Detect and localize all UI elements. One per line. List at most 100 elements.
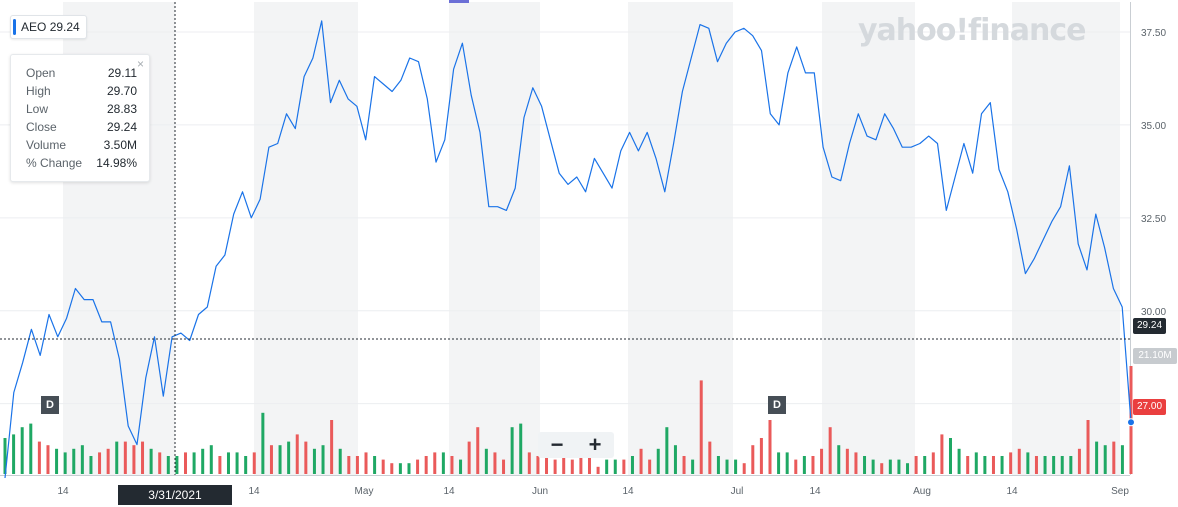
volume-bar (55, 448, 59, 474)
volume-bar (115, 441, 119, 474)
zoom-control: − + (538, 432, 614, 458)
volume-bar (493, 452, 497, 474)
volume-bar (459, 459, 463, 474)
volume-bar (1069, 456, 1073, 474)
volume-bar (948, 438, 952, 474)
volume-bar (1017, 448, 1021, 474)
volume-bar (828, 427, 832, 474)
x-tick-label: May (355, 486, 374, 497)
ohlc-label: High (26, 84, 51, 98)
x-tick-label: 14 (248, 486, 260, 497)
crosshair-date-label: 3/31/2021 (118, 485, 232, 505)
volume-bar (622, 459, 626, 474)
volume-bar (192, 452, 196, 474)
last-price-dot (1127, 418, 1135, 427)
volume-bar (931, 452, 935, 474)
volume-bar (141, 441, 145, 474)
dividend-marker[interactable]: D (768, 396, 786, 414)
volume-bar (201, 448, 205, 474)
volume-bar (1052, 456, 1056, 474)
volume-bar (880, 463, 884, 474)
volume-bar (381, 459, 385, 474)
volume-bar (777, 452, 781, 474)
volume-bar (768, 420, 772, 474)
volume-bar (1034, 456, 1038, 474)
volume-bar (759, 438, 763, 474)
volume-bar (802, 456, 806, 474)
volume-bar (1026, 452, 1030, 474)
volume-bar (235, 452, 239, 474)
crosshair-price-tag: 29.24 (1133, 318, 1166, 334)
volume-bar (845, 448, 849, 474)
volume-bar (1120, 445, 1124, 474)
volume-bar (123, 441, 127, 474)
volume-bar (656, 448, 660, 474)
volume-bar (579, 452, 583, 474)
range-indicator (449, 0, 469, 3)
volume-bar (983, 456, 987, 474)
volume-bar (373, 456, 377, 474)
y-tick-label: 37.50 (1141, 28, 1166, 39)
close-icon[interactable]: × (136, 57, 144, 71)
month-band (822, 2, 915, 475)
x-tick-label: Aug (913, 486, 931, 497)
volume-bar (708, 441, 712, 474)
x-tick-label: 14 (443, 486, 455, 497)
volume-bar (725, 459, 729, 474)
volume-bar (295, 434, 299, 474)
dividend-marker[interactable]: D (41, 396, 59, 414)
ohlc-row-open: Open 29.11 (26, 66, 137, 84)
ohlc-value: 3.50M (103, 138, 137, 152)
volume-bar (570, 459, 574, 474)
volume-bar (278, 445, 282, 474)
volume-bar (244, 456, 248, 474)
volume-bar (149, 448, 153, 474)
volume-bar (596, 466, 600, 474)
volume-bar (364, 452, 368, 474)
volume-bar (1009, 452, 1013, 474)
ohlc-label: Open (26, 66, 56, 80)
volume-bar (871, 459, 875, 474)
volume-bar (20, 427, 24, 474)
volume-bar (355, 456, 359, 474)
month-band (628, 2, 733, 475)
zoom-out-button[interactable]: − (550, 432, 564, 457)
volume-bar (673, 445, 677, 474)
volume-bar (639, 448, 643, 474)
ohlc-value: 29.24 (106, 120, 137, 134)
x-tick-label: 14 (809, 486, 821, 497)
volume-bar (699, 380, 703, 474)
volume-bar (3, 438, 7, 474)
volume-bar (106, 448, 110, 474)
volume-bar (398, 463, 402, 474)
volume-bar (98, 452, 102, 474)
volume-bar (906, 463, 910, 474)
volume-bar (794, 459, 798, 474)
ticker-chip[interactable]: AEO 29.24 (10, 15, 87, 39)
y-tick-label: 30.00 (1141, 307, 1166, 318)
ticker-price: 29.24 (49, 20, 80, 34)
volume-bar (527, 452, 531, 474)
volume-bar (424, 456, 428, 474)
volume-bar (441, 452, 445, 474)
ohlc-value: 14.98% (96, 156, 137, 170)
volume-bar (897, 459, 901, 474)
volume-bar (1077, 448, 1081, 474)
volume-bar (252, 452, 256, 474)
volume-bar (330, 420, 334, 474)
volume-bar (287, 441, 291, 474)
volume-bar (974, 452, 978, 474)
volume-bar (1095, 441, 1099, 474)
x-tick-label: Jul (731, 486, 744, 497)
volume-bar (321, 445, 325, 474)
volume-bar (630, 456, 634, 474)
zoom-in-button[interactable]: + (588, 432, 602, 457)
volume-bar (132, 445, 136, 474)
volume-bar (89, 456, 93, 474)
volume-bar (1112, 441, 1116, 474)
volume-bar (476, 427, 480, 474)
volume-bar (716, 456, 720, 474)
ohlc-row-high: High 29.70 (26, 84, 137, 102)
volume-bar (261, 412, 265, 474)
